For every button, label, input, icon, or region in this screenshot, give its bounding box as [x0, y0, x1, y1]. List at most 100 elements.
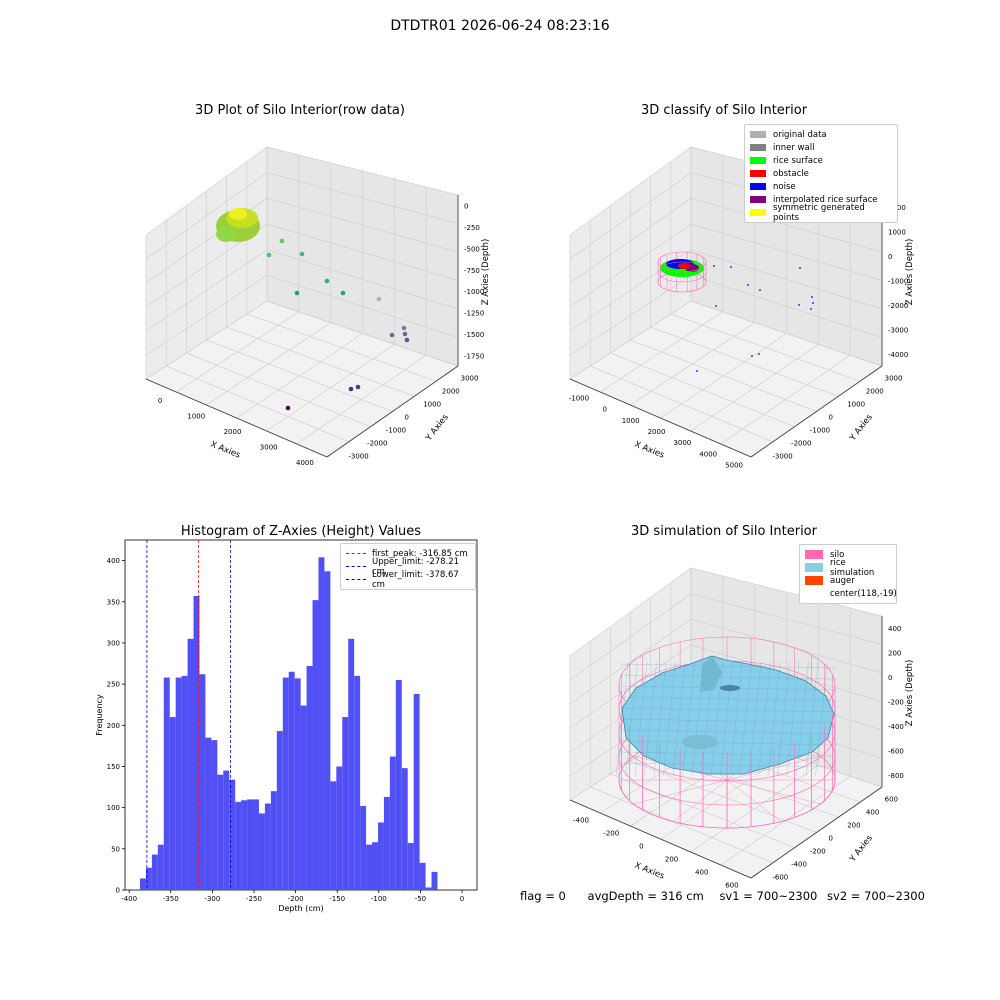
p1-y-tick-label: -1000	[386, 427, 406, 435]
hist-x-tick-label: -100	[371, 895, 387, 903]
panel2-title: 3D classify of Silo Interior	[640, 103, 808, 118]
p1-y-tick-label: 0	[405, 414, 409, 422]
hist-bar	[145, 867, 152, 890]
p4-x-tick-label: -400	[573, 817, 589, 825]
p2-z-tick-label: -1000	[888, 278, 908, 286]
sv2-text: sv2 = 700~2300	[827, 889, 925, 903]
p2-noise-point	[811, 296, 813, 298]
p2-legend-label: original data	[773, 129, 827, 140]
p1-rice-surface-cluster	[229, 208, 247, 220]
p2-y-tick-label: 0	[829, 414, 833, 422]
p2-x-tick-label: 5000	[725, 461, 743, 469]
p2-legend-item: rice surface	[750, 154, 892, 167]
p4-y-axis-line	[750, 786, 883, 879]
p1-data-point	[279, 238, 285, 244]
p4-x-tick-label: 600	[725, 882, 738, 890]
p2-y-tick-label: -1000	[810, 427, 830, 435]
hist-bar	[193, 596, 200, 890]
p4-legend-item: center(118,-19)	[805, 587, 897, 600]
hist-bar	[264, 803, 271, 890]
hist-legend-label: first_peak: -316.85 cm	[372, 548, 468, 559]
hist-x-tick-label: -50	[415, 895, 426, 903]
sv1-text: sv1 = 700~2300	[719, 889, 818, 903]
hist-bar	[163, 677, 170, 890]
p4-silo-wire	[672, 779, 728, 822]
p1-x-tick-label: 3000	[260, 444, 278, 452]
p1-z-tick-label: -1000	[464, 288, 484, 296]
hist-y-axis-label: Frequency	[95, 694, 104, 736]
p4-y-tick-label: 600	[885, 796, 898, 804]
panel2-legend: original data inner wall rice surface obsta…	[744, 124, 898, 223]
p2-noise-point	[759, 289, 761, 291]
p4-y-axis-label: Y Axies	[847, 833, 875, 865]
avg-depth-text: avgDepth = 316 cm	[587, 889, 704, 903]
hist-legend-line-sample	[346, 566, 366, 567]
hist-bar	[306, 666, 313, 890]
p2-legend-item: obstacle	[750, 167, 892, 180]
p1-data-point	[340, 290, 346, 296]
p2-silo-wire	[657, 261, 707, 283]
p4-rice-mesh	[720, 661, 733, 777]
p1-y-tick-label: 2000	[442, 388, 460, 396]
p2-obstacle	[678, 263, 690, 269]
p4-x-tick-label: 200	[665, 856, 678, 864]
p1-data-point	[355, 384, 361, 390]
hist-x-tick-label: -200	[288, 895, 304, 903]
hist-bar	[270, 791, 277, 890]
p2-noise-point	[747, 284, 749, 286]
p2-legend-label: symmetric generated points	[773, 202, 865, 223]
p2-noise-point	[730, 266, 732, 268]
p4-z-tick-label: -200	[888, 699, 904, 707]
hist-bar	[431, 871, 438, 890]
p2-noise-point	[810, 308, 812, 310]
p4-grid-line	[569, 567, 692, 657]
p4-y-tick-label: -200	[810, 848, 826, 856]
p1-grid-line	[246, 313, 437, 382]
p1-data-point	[348, 386, 354, 392]
p2-grid-line	[690, 300, 883, 367]
p4-rice-mesh	[619, 762, 837, 768]
hist-bar	[139, 878, 146, 890]
p1-data-point	[324, 278, 330, 284]
hist-bar	[354, 675, 361, 890]
p2-floor-pane	[570, 301, 882, 457]
p2-legend-item: symmetric generated points	[750, 203, 892, 223]
p1-data-point	[299, 251, 305, 257]
hist-y-tick-label: 400	[107, 557, 120, 565]
p4-y-tick-label: -600	[772, 874, 788, 882]
p4-legend-label: silo	[830, 549, 845, 560]
p2-y-tick-label: 1000	[847, 401, 865, 409]
p1-data-point	[376, 296, 382, 302]
hist-bar	[336, 766, 343, 890]
p2-legend-swatch	[750, 157, 766, 164]
p4-rice-mesh	[619, 729, 837, 735]
hist-bar	[241, 800, 248, 890]
p4-rice-mesh	[805, 661, 819, 777]
p2-legend-item: noise	[750, 180, 892, 193]
p4-rice-peak	[700, 656, 722, 692]
p2-noise-point	[799, 267, 801, 269]
hist-legend-label: Upper_limit: -278.21 cm	[372, 556, 460, 577]
footer-status: flag = 0 avgDepth = 316 cm sv1 = 700~230…	[520, 889, 937, 903]
p2-z-tick-label: 0	[888, 253, 892, 261]
p2-y-tick-label: 3000	[885, 375, 903, 383]
p4-silo-wire-front	[618, 779, 836, 829]
hist-y-tick-label: 250	[107, 681, 120, 689]
hist-bar	[288, 671, 295, 890]
hist-bar	[181, 675, 188, 890]
p1-x-tick-label: 2000	[224, 428, 242, 436]
p1-z-tick-label: -1500	[464, 331, 484, 339]
hist-bar	[383, 796, 390, 890]
p4-rice-mesh	[619, 663, 837, 669]
p1-rice-surface-cluster	[216, 226, 236, 242]
p4-legend-item: silo	[805, 548, 891, 561]
p2-z-tick-label: -3000	[888, 326, 908, 334]
hist-bar	[247, 799, 254, 890]
hist-bar	[282, 677, 289, 890]
p2-z-axis-label: Z Axies (Depth)	[905, 239, 915, 306]
histogram-legend: first_peak: -316.85 cm Upper_limit: -278.…	[340, 543, 476, 590]
p4-z-tick-label: -600	[888, 747, 904, 755]
p2-noise-point	[713, 265, 715, 267]
hist-bar	[217, 774, 224, 890]
